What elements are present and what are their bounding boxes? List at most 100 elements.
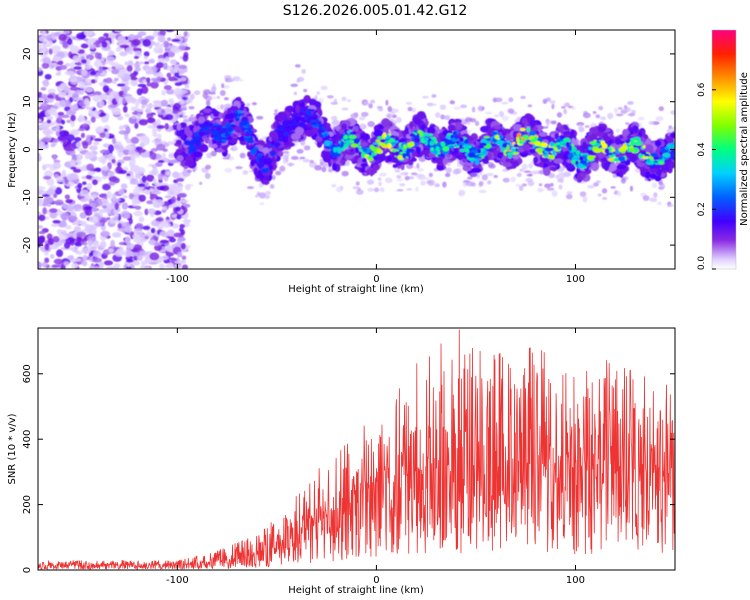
- heatmap-cell: [489, 143, 498, 147]
- heatmap-cell: [468, 145, 472, 149]
- heatmap-cell: [513, 143, 519, 148]
- heatmap-cell: [478, 104, 482, 111]
- heatmap-cell: [211, 96, 217, 100]
- heatmap-cell: [501, 101, 509, 105]
- heatmap-cell: [121, 222, 128, 228]
- heatmap-cell: [610, 186, 616, 189]
- heatmap-cell: [654, 140, 662, 147]
- heatmap-cell: [124, 236, 131, 244]
- heatmap-cell: [91, 194, 98, 199]
- heatmap-cell: [602, 133, 609, 141]
- heatmap-cell: [146, 77, 151, 84]
- heatmap-cell: [205, 100, 211, 106]
- heatmap-cell: [551, 190, 558, 197]
- heatmap-cell: [70, 247, 76, 251]
- heatmap-cell: [550, 120, 557, 125]
- heatmap-cell: [221, 145, 228, 151]
- heatmap-cell: [116, 83, 126, 87]
- heatmap-cell: [459, 148, 466, 153]
- heatmap-cell: [134, 66, 142, 72]
- heatmap-cell: [502, 162, 513, 167]
- heatmap-cell: [136, 113, 142, 118]
- heatmap-cell: [150, 81, 159, 89]
- heatmap-cell: [471, 106, 476, 113]
- heatmap-cell: [559, 125, 565, 134]
- heatmap-cell: [321, 161, 328, 168]
- heatmap-cell: [38, 153, 41, 162]
- heatmap-cell: [538, 131, 548, 137]
- heatmap-cell: [64, 30, 71, 35]
- heatmap-cell: [38, 140, 44, 148]
- heatmap-cell: [386, 113, 393, 119]
- heatmap-cell: [449, 100, 455, 105]
- heatmap-cell: [166, 72, 172, 78]
- heatmap-cell: [235, 166, 243, 170]
- heatmap-cell: [94, 127, 105, 133]
- heatmap-cell: [204, 172, 211, 180]
- heatmap-cell: [69, 86, 79, 91]
- heatmap-cell: [132, 188, 140, 196]
- heatmap-cell: [575, 150, 581, 156]
- heatmap-cell: [61, 114, 70, 119]
- heatmap-cell: [178, 45, 186, 51]
- heatmap-cell: [287, 162, 295, 167]
- heatmap-cell: [367, 187, 374, 192]
- heatmap-cell: [649, 197, 658, 203]
- heatmap-cell: [622, 128, 629, 138]
- heatmap-cell: [523, 170, 532, 173]
- heatmap-cell: [159, 239, 170, 244]
- heatmap-cell: [537, 188, 544, 193]
- heatmap-cell: [645, 171, 651, 179]
- heatmap-cell: [161, 208, 167, 213]
- heatmap-cell: [222, 156, 230, 160]
- heatmap-cell: [378, 153, 386, 162]
- heatmap-cell: [627, 101, 634, 105]
- heatmap-cell: [56, 249, 64, 258]
- heatmap-cell: [434, 183, 441, 188]
- heatmap-cell: [353, 112, 359, 117]
- heatmap-cell: [207, 139, 213, 145]
- heatmap-cell: [563, 125, 569, 131]
- heatmap-cell: [78, 81, 86, 89]
- heatmap-cell: [369, 169, 378, 174]
- heatmap-cell: [153, 79, 161, 83]
- heatmap-cell: [104, 131, 110, 140]
- heatmap-cell: [409, 121, 414, 129]
- heatmap-cell: [52, 154, 57, 161]
- heatmap-cell: [111, 137, 117, 145]
- heatmap-cell: [156, 76, 162, 81]
- heatmap-cell: [138, 216, 145, 223]
- heatmap-cell: [138, 250, 148, 256]
- heatmap-cell: [478, 189, 487, 194]
- heatmap-cell: [58, 33, 68, 42]
- heatmap-cell: [528, 148, 537, 154]
- heatmap-cell: [82, 254, 88, 262]
- heatmap-cell: [653, 192, 658, 198]
- heatmap-cell: [228, 156, 235, 161]
- heatmap-cell: [227, 78, 235, 83]
- heatmap-cell: [558, 184, 563, 190]
- heatmap-cell: [265, 190, 271, 196]
- heatmap-cell: [96, 198, 102, 202]
- heatmap-cell: [242, 170, 249, 175]
- heatmap-cell: [57, 85, 63, 93]
- heatmap-cell: [520, 95, 527, 99]
- heatmap-cell: [176, 251, 183, 258]
- heatmap-cell: [61, 119, 66, 125]
- heatmap-cell: [133, 55, 139, 60]
- heatmap-cell: [590, 133, 598, 142]
- heatmap-cell: [527, 180, 535, 187]
- heatmap-cell: [623, 104, 628, 110]
- heatmap-cell: [279, 165, 286, 172]
- heatmap-cell: [90, 79, 96, 84]
- heatmap-cell: [166, 245, 172, 252]
- heatmap-cell: [157, 159, 165, 163]
- heatmap-cell: [181, 264, 189, 269]
- heatmap-cell: [66, 119, 72, 123]
- heatmap-cell: [399, 183, 406, 187]
- heatmap-cell: [262, 179, 270, 185]
- heatmap-cell: [502, 128, 512, 134]
- spectrogram-heatmap: [38, 30, 675, 269]
- heatmap-cell: [216, 104, 221, 111]
- heatmap-cell: [439, 104, 447, 110]
